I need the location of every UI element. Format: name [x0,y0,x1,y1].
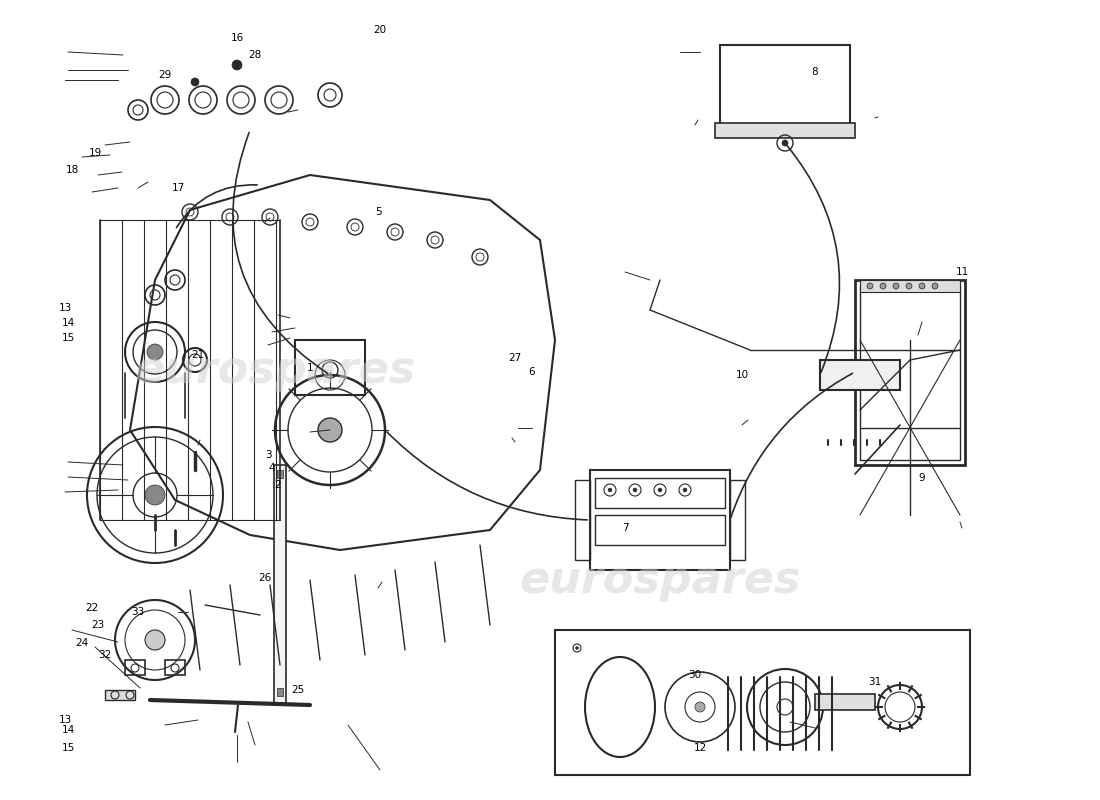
Text: 23: 23 [91,620,104,630]
Text: 14: 14 [62,725,75,735]
Bar [556,630,970,775]
Bar [277,688,283,696]
Bar [595,478,725,508]
Text: 33: 33 [131,607,144,617]
Bar [815,694,875,710]
Text: 25: 25 [292,685,305,695]
Circle shape [608,488,612,492]
Text: 20: 20 [373,25,386,35]
Circle shape [145,630,165,650]
Bar [860,285,960,460]
Circle shape [575,646,579,650]
Text: 11: 11 [956,267,969,277]
Text: eurospares: eurospares [519,558,801,602]
Text: 15: 15 [62,743,75,753]
Text: 31: 31 [868,677,881,687]
Circle shape [147,344,163,360]
Circle shape [867,283,873,289]
Circle shape [658,488,662,492]
Text: 13: 13 [58,303,72,313]
Bar [855,280,965,465]
Text: 7: 7 [621,523,628,533]
Text: 18: 18 [65,165,78,175]
Bar [277,470,283,478]
Circle shape [918,283,925,289]
Bar [295,340,365,395]
Text: 27: 27 [508,353,521,363]
Circle shape [318,418,342,442]
Bar [165,660,185,675]
Text: 6: 6 [529,367,536,377]
Bar [860,280,960,292]
Text: 4: 4 [268,463,275,473]
Circle shape [232,60,242,70]
Circle shape [906,283,912,289]
Text: 30: 30 [689,670,702,680]
Text: 5: 5 [375,207,382,217]
Bar [720,45,850,135]
Circle shape [632,488,637,492]
Text: eurospares: eurospares [134,349,416,391]
Text: 28: 28 [249,50,262,60]
Text: 12: 12 [693,743,706,753]
Text: 24: 24 [76,638,89,648]
Text: 16: 16 [230,33,243,43]
Text: 8: 8 [812,67,818,77]
Circle shape [932,283,938,289]
Bar [595,515,725,545]
Text: 26: 26 [258,573,272,583]
Circle shape [880,283,886,289]
Text: 21: 21 [191,350,205,360]
Text: 9: 9 [918,473,925,483]
Text: 1: 1 [307,363,314,373]
Bar [125,660,145,675]
Circle shape [893,283,899,289]
Text: 2: 2 [275,480,282,490]
Bar [730,480,745,560]
Text: 17: 17 [172,183,185,193]
Text: 10: 10 [736,370,749,380]
Text: 32: 32 [98,650,111,660]
Circle shape [191,78,199,86]
Bar [715,123,855,138]
Bar [274,465,286,705]
Circle shape [695,702,705,712]
Circle shape [782,140,788,146]
Text: 22: 22 [86,603,99,613]
Text: 29: 29 [158,70,172,80]
Text: 19: 19 [88,148,101,158]
Text: 3: 3 [265,450,272,460]
Text: 13: 13 [58,715,72,725]
Text: 14: 14 [62,318,75,328]
Bar [575,480,590,560]
Circle shape [683,488,688,492]
Bar [104,690,135,700]
Text: 15: 15 [62,333,75,343]
Bar [820,360,900,390]
Bar [590,470,730,570]
Circle shape [145,485,165,505]
